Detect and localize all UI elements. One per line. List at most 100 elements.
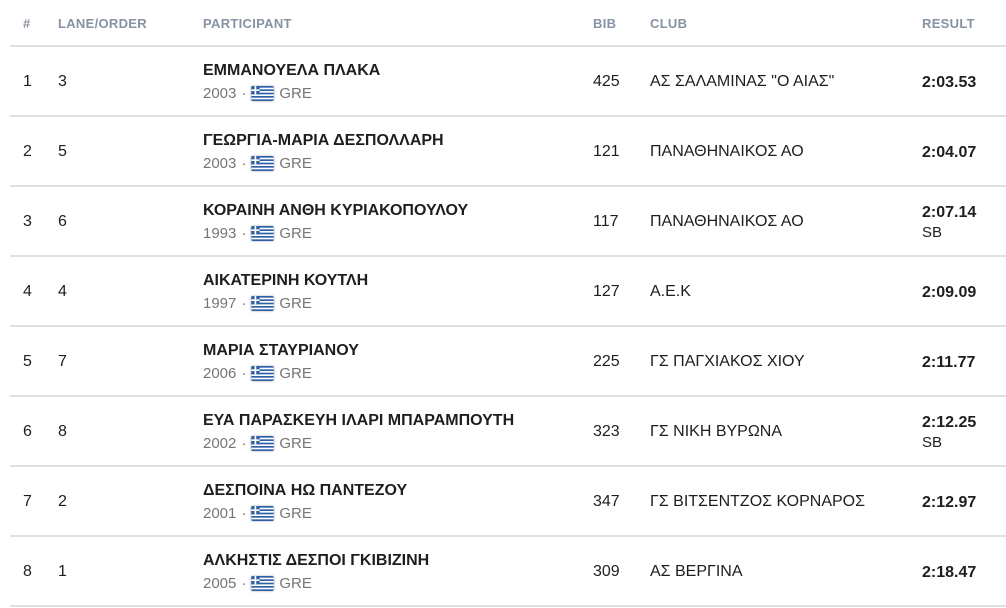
- participant-birth-year: 2005: [203, 575, 237, 592]
- row-lane-order: 2: [58, 493, 67, 510]
- participant-name: ΕΥΑ ΠΑΡΑΣΚΕΥΗ ΙΛΑΡΙ ΜΠΑΡΑΜΠΟΥΤΗ: [203, 412, 515, 429]
- row-club: Α.Ε.Κ: [650, 283, 691, 300]
- result-time: 2:07.14: [922, 203, 977, 221]
- table-row[interactable]: 3 6 ΚΟΡΑΙΝΗ ΑΝΘΗ ΚΥΡΙΑΚΟΠΟΥΛΟΥ 1993 ·: [0, 187, 1006, 257]
- row-club: ΠΑΝΑΘΗΝΑΙΚΟΣ ΑΟ: [650, 143, 804, 160]
- col-header-bib: BIB: [593, 16, 617, 31]
- row-bib: 117: [593, 213, 619, 230]
- participant-name: ΑΛΚΗΣΤΙΣ ΔΕΣΠΟΙ ΓΚΙΒΙΖΙΝΗ: [203, 552, 430, 569]
- participant-birth-year: 1993: [203, 225, 237, 242]
- row-result: 2:03.53: [922, 72, 1006, 93]
- row-position: 5: [23, 353, 32, 370]
- greece-flag-icon: [251, 86, 275, 101]
- row-bib: 225: [593, 353, 620, 370]
- participant-name: ΔΕΣΠΟΙΝΑ ΗΩ ΠΑΝΤΕΖΟΥ: [203, 482, 408, 499]
- greece-flag-icon: [251, 226, 275, 241]
- participant-nation-code: GRE: [279, 85, 312, 102]
- row-club: ΓΣ ΠΑΓΧΙΑΚΟΣ ΧΙΟΥ: [650, 353, 805, 370]
- row-club: ΑΣ ΣΑΛΑΜΙΝΑΣ "Ο ΑΙΑΣ": [650, 73, 835, 90]
- meta-separator: ·: [241, 295, 247, 312]
- result-time: 2:11.77: [922, 353, 976, 371]
- col-header-club: CLUB: [650, 16, 688, 31]
- participant-nation-code: GRE: [279, 225, 312, 242]
- meta-separator: ·: [241, 155, 247, 172]
- table-row[interactable]: 7 2 ΔΕΣΠΟΙΝΑ ΗΩ ΠΑΝΤΕΖΟΥ 2001 ·: [0, 467, 1006, 537]
- row-lane-order: 1: [58, 563, 67, 580]
- participant-meta: 1997 ·: [203, 293, 593, 314]
- table-row[interactable]: 2 5 ΓΕΩΡΓΙΑ-ΜΑΡΙΑ ΔΕΣΠΟΛΛΑΡΗ 2003 ·: [0, 117, 1006, 187]
- result-note-badge: SB: [922, 223, 943, 241]
- table-row[interactable]: 5 7 ΜΑΡΙΑ ΣΤΑΥΡΙΑΝΟΥ 2006 ·: [0, 327, 1006, 397]
- result-note-badge: SB: [922, 433, 943, 451]
- table-body: 1 3 ΕΜΜΑΝΟΥΕΛΑ ΠΛΑΚΑ 2003 ·: [0, 47, 1006, 607]
- row-lane-order: 8: [58, 423, 67, 440]
- table-row[interactable]: 8 1 ΑΛΚΗΣΤΙΣ ΔΕΣΠΟΙ ΓΚΙΒΙΖΙΝΗ 2005 ·: [0, 537, 1006, 607]
- meta-separator: ·: [241, 85, 247, 102]
- row-lane-order: 5: [58, 143, 67, 160]
- row-result: 2:11.77: [922, 352, 1006, 373]
- col-header-position: #: [23, 16, 31, 31]
- row-club: ΑΣ ΒΕΡΓΙΝΑ: [650, 563, 743, 580]
- greece-flag-icon: [251, 436, 275, 451]
- meta-separator: ·: [241, 365, 247, 382]
- greece-flag-icon: [251, 156, 275, 171]
- result-time: 2:03.53: [922, 73, 977, 91]
- table-row[interactable]: 1 3 ΕΜΜΑΝΟΥΕΛΑ ΠΛΑΚΑ 2003 ·: [0, 47, 1006, 117]
- participant-meta: 2003 ·: [203, 153, 593, 174]
- row-participant: ΕΜΜΑΝΟΥΕΛΑ ΠΛΑΚΑ 2003 ·: [203, 60, 593, 104]
- participant-meta: 2005 ·: [203, 573, 593, 594]
- row-result: 2:07.14 SB: [922, 202, 1006, 243]
- participant-name: ΕΜΜΑΝΟΥΕΛΑ ΠΛΑΚΑ: [203, 62, 381, 79]
- row-position: 4: [23, 283, 32, 300]
- row-club: ΓΣ ΒΙΤΣΕΝΤΖΟΣ ΚΟΡΝΑΡΟΣ: [650, 493, 866, 510]
- result-time: 2:09.09: [922, 283, 977, 301]
- row-club: ΓΣ ΝΙΚΗ ΒΥΡΩΝΑ: [650, 423, 783, 440]
- row-participant: ΔΕΣΠΟΙΝΑ ΗΩ ΠΑΝΤΕΖΟΥ 2001 ·: [203, 480, 593, 524]
- participant-meta: 1993 ·: [203, 223, 593, 244]
- participant-nation-code: GRE: [279, 155, 312, 172]
- row-position: 2: [23, 143, 32, 160]
- row-participant: ΜΑΡΙΑ ΣΤΑΥΡΙΑΝΟΥ 2006 ·: [203, 340, 593, 384]
- col-header-lane-order: LANE/ORDER: [58, 16, 147, 31]
- row-position: 3: [23, 213, 32, 230]
- row-lane-order: 4: [58, 283, 67, 300]
- participant-birth-year: 2002: [203, 435, 237, 452]
- participant-meta: 2003 ·: [203, 83, 593, 104]
- row-position: 6: [23, 423, 32, 440]
- participant-birth-year: 2001: [203, 505, 237, 522]
- row-result: 2:12.97: [922, 492, 1006, 513]
- row-result: 2:12.25 SB: [922, 412, 1006, 453]
- participant-nation-code: GRE: [279, 435, 312, 452]
- row-participant: ΚΟΡΑΙΝΗ ΑΝΘΗ ΚΥΡΙΑΚΟΠΟΥΛΟΥ 1993 ·: [203, 200, 593, 244]
- table-row[interactable]: 4 4 ΑΙΚΑΤΕΡΙΝΗ ΚΟΥΤΛΗ 1997 ·: [0, 257, 1006, 327]
- row-bib: 309: [593, 563, 620, 580]
- participant-nation-code: GRE: [279, 365, 312, 382]
- table-row[interactable]: 6 8 ΕΥΑ ΠΑΡΑΣΚΕΥΗ ΙΛΑΡΙ ΜΠΑΡΑΜΠΟΥΤΗ 2002…: [0, 397, 1006, 467]
- row-bib: 121: [593, 143, 620, 160]
- row-bib: 323: [593, 423, 620, 440]
- result-time: 2:12.25: [922, 413, 977, 431]
- participant-nation-code: GRE: [279, 575, 312, 592]
- greece-flag-icon: [251, 296, 275, 311]
- participant-name: ΜΑΡΙΑ ΣΤΑΥΡΙΑΝΟΥ: [203, 342, 359, 359]
- result-time: 2:18.47: [922, 563, 977, 581]
- participant-meta: 2006 ·: [203, 363, 593, 384]
- row-lane-order: 3: [58, 73, 67, 90]
- greece-flag-icon: [251, 506, 275, 521]
- greece-flag-icon: [251, 366, 275, 381]
- result-time: 2:12.97: [922, 493, 977, 511]
- row-participant: ΑΛΚΗΣΤΙΣ ΔΕΣΠΟΙ ΓΚΙΒΙΖΙΝΗ 2005 ·: [203, 550, 593, 594]
- participant-name: ΚΟΡΑΙΝΗ ΑΝΘΗ ΚΥΡΙΑΚΟΠΟΥΛΟΥ: [203, 202, 469, 219]
- col-header-result: RESULT: [922, 16, 975, 31]
- participant-name: ΑΙΚΑΤΕΡΙΝΗ ΚΟΥΤΛΗ: [203, 272, 369, 289]
- meta-separator: ·: [241, 575, 247, 592]
- meta-separator: ·: [241, 505, 247, 522]
- participant-birth-year: 2006: [203, 365, 237, 382]
- row-participant: ΑΙΚΑΤΕΡΙΝΗ ΚΟΥΤΛΗ 1997 ·: [203, 270, 593, 314]
- row-club: ΠΑΝΑΘΗΝΑΙΚΟΣ ΑΟ: [650, 213, 804, 230]
- row-participant: ΕΥΑ ΠΑΡΑΣΚΕΥΗ ΙΛΑΡΙ ΜΠΑΡΑΜΠΟΥΤΗ 2002 ·: [203, 410, 593, 454]
- participant-meta: 2001 ·: [203, 503, 593, 524]
- col-header-participant: PARTICIPANT: [203, 16, 292, 31]
- row-participant: ΓΕΩΡΓΙΑ-ΜΑΡΙΑ ΔΕΣΠΟΛΛΑΡΗ 2003 ·: [203, 130, 593, 174]
- row-result: 2:18.47: [922, 562, 1006, 583]
